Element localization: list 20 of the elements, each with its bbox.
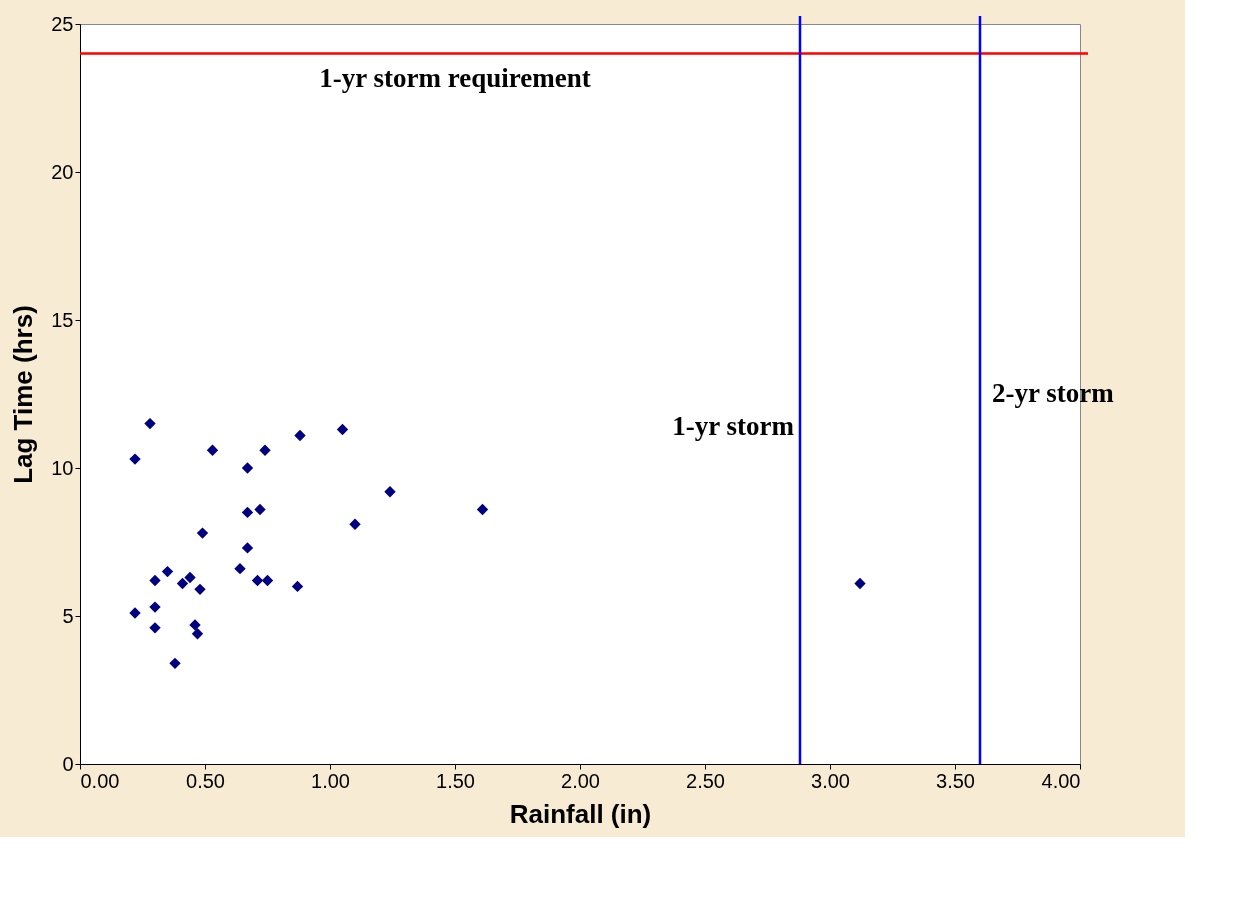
y-axis-title: Lag Time (hrs) bbox=[8, 305, 39, 484]
y-tick-label: 10 bbox=[51, 456, 74, 479]
x-axis-title: Rainfall (in) bbox=[509, 798, 652, 829]
ref-line-label: 1-yr storm bbox=[672, 410, 795, 441]
y-tick-label: 20 bbox=[51, 160, 74, 183]
y-tick-label: 0 bbox=[62, 752, 74, 775]
x-tick-label: 1.50 bbox=[436, 769, 475, 792]
ref-line-label: 2-yr storm bbox=[992, 378, 1115, 408]
x-tick-label: 4.00 bbox=[1041, 769, 1081, 792]
x-tick-label: 2.00 bbox=[561, 769, 600, 792]
y-tick-label: 15 bbox=[51, 308, 74, 331]
y-tick-label: 5 bbox=[62, 604, 74, 627]
x-tick-label: 3.00 bbox=[811, 769, 850, 792]
x-tick-label: 0.50 bbox=[186, 769, 225, 792]
ref-line-label: 1-yr storm requirement bbox=[319, 62, 591, 93]
x-tick-label: 1.00 bbox=[311, 769, 350, 792]
x-tick-label: 0.00 bbox=[80, 769, 120, 792]
x-tick-label: 2.50 bbox=[686, 769, 725, 792]
y-tick-label: 25 bbox=[51, 12, 74, 35]
x-tick-label: 3.50 bbox=[936, 769, 975, 792]
